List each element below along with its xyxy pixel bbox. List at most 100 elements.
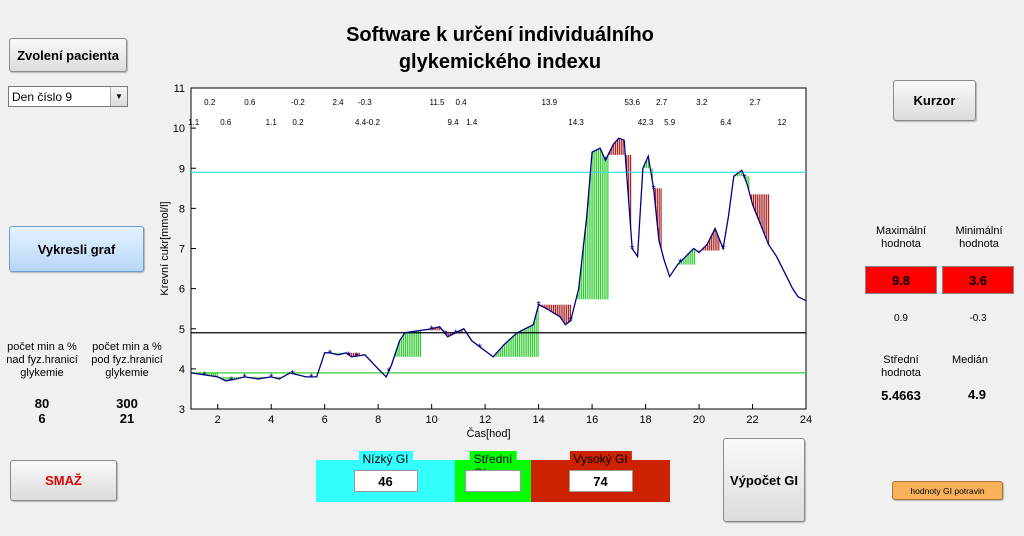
- min-label-line1: Minimální: [955, 225, 1003, 237]
- series-point-marker: *: [229, 375, 234, 387]
- series-point-marker: *: [290, 369, 295, 381]
- annotation-top-label: 53.6: [624, 98, 640, 107]
- min-label-line2: hodnota: [959, 238, 999, 250]
- chart-x-axis-label: Čas[hod]: [466, 427, 510, 440]
- annotation-bottom-label: 0.6: [220, 118, 232, 127]
- series-point-marker: *: [430, 324, 435, 336]
- y-tick-label: 4: [179, 364, 185, 376]
- series-point-marker: *: [269, 372, 274, 384]
- below-label-line1: počet min a %: [92, 341, 162, 353]
- above-label-line3: glykemie: [20, 367, 64, 379]
- y-tick-label: 3: [179, 404, 185, 416]
- app-title: Software k určení individuálního glykemi…: [300, 22, 700, 76]
- annotation-bottom-label: 4.4-0.2: [355, 118, 380, 127]
- below-minutes-value: 300: [116, 396, 138, 411]
- series-point-marker: *: [454, 328, 459, 340]
- max-sub-value: 0.9: [894, 313, 908, 324]
- mid-gi-value: [465, 470, 521, 492]
- annotation-bottom-label: 12: [777, 118, 786, 127]
- y-tick-label: 11: [174, 83, 185, 95]
- series-point-marker: *: [355, 351, 360, 363]
- series-point-marker: *: [309, 372, 314, 384]
- compute-gi-button[interactable]: Výpočet GI: [723, 438, 805, 522]
- cursor-button[interactable]: Kurzor: [893, 80, 976, 121]
- mid-gi-panel: Střední GI: [455, 451, 531, 502]
- above-label-line2: nad fyz.hranicí: [6, 354, 78, 366]
- annotation-bottom-label: 0.2: [292, 118, 304, 127]
- max-label-line1: Maximální: [875, 225, 927, 237]
- annotation-top-label: 2.7: [750, 98, 762, 107]
- low-gi-panel: Nízký GI 46: [316, 451, 455, 502]
- y-tick-label: 8: [179, 203, 185, 215]
- chart-y-axis-label: Krevní cukr[mmol/l]: [159, 201, 171, 295]
- draw-graph-button[interactable]: Vykresli graf: [9, 226, 144, 272]
- below-label-line3: glykemie: [105, 367, 149, 379]
- max-value-label: Maximální hodnota: [862, 225, 940, 251]
- x-tick-label: 22: [746, 414, 758, 426]
- series-point-marker: *: [347, 350, 352, 362]
- series-point-marker: *: [443, 328, 448, 340]
- x-tick-label: 10: [426, 414, 438, 426]
- series-point-marker: *: [328, 348, 333, 360]
- annotation-top-label: 0.4: [456, 98, 468, 107]
- x-tick-label: 24: [800, 414, 812, 426]
- annotation-top-label: 11.5: [430, 98, 446, 107]
- min-sub-value: -0.3: [969, 313, 987, 324]
- low-gi-label: Nízký GI: [358, 451, 413, 467]
- annotation-top-label: 13.9: [542, 98, 558, 107]
- high-gi-label: Vysoký GI: [569, 451, 632, 467]
- above-percent-value: 6: [38, 411, 46, 426]
- annotation-top-label: 3.2: [696, 98, 708, 107]
- above-minutes-value: 80: [34, 396, 50, 411]
- food-gi-values-button[interactable]: hodnoty GI potravin: [892, 481, 1003, 500]
- max-value-box: 9.8: [865, 266, 937, 294]
- x-tick-label: 2: [215, 414, 221, 426]
- annotation-top-label: 0.6: [244, 98, 256, 107]
- day-select-value: Den číslo 9: [12, 89, 73, 104]
- x-tick-label: 14: [532, 414, 544, 426]
- mean-value-label: Střední hodnota: [862, 354, 940, 380]
- annotation-bottom-label: 5.9: [664, 118, 676, 127]
- min-value-label: Minimální hodnota: [940, 225, 1018, 251]
- x-tick-label: 4: [268, 414, 274, 426]
- y-tick-label: 10: [173, 123, 185, 135]
- x-tick-label: 18: [639, 414, 651, 426]
- series-point-marker: *: [536, 300, 541, 312]
- min-value-box: 3.6: [942, 266, 1014, 294]
- above-label-line1: počet min a %: [7, 341, 77, 353]
- chevron-down-icon[interactable]: ▼: [110, 87, 127, 106]
- series-point-marker: *: [603, 155, 608, 167]
- x-tick-label: 20: [693, 414, 705, 426]
- series-point-marker: *: [742, 172, 747, 184]
- annotation-bottom-label: 14.3: [568, 118, 584, 127]
- y-tick-label: 6: [179, 284, 185, 296]
- annotation-top-label: -0.2: [291, 98, 305, 107]
- series-point-marker: *: [678, 257, 683, 269]
- app-title-line1: Software k určení individuálního: [346, 24, 654, 46]
- mean-value: 5.4663: [881, 388, 921, 403]
- annotation-top-label: 2.7: [656, 98, 668, 107]
- below-threshold-label: počet min a % pod fyz.hranicí glykemie: [86, 341, 168, 380]
- series-point-marker: *: [721, 244, 726, 256]
- annotation-bottom-label: 1.1: [266, 118, 278, 127]
- x-tick-label: 6: [322, 414, 328, 426]
- high-gi-value: 74: [568, 470, 633, 492]
- annotation-bottom-label: 42.3: [638, 118, 654, 127]
- mean-label-line1: Střední: [883, 354, 919, 366]
- below-label-line2: pod fyz.hranicí: [91, 354, 163, 366]
- low-gi-value: 46: [353, 470, 418, 492]
- day-select[interactable]: Den číslo 9 ▼: [8, 86, 128, 107]
- annotation-bottom-label: 6.4: [720, 118, 732, 127]
- annotation-bottom-label: 9.4: [447, 118, 459, 127]
- glucose-chart[interactable]: * * * * * ** * *** * **********2 4 6 8 10 12 14 16 18 20 22…: [150, 80, 830, 450]
- median-value: 4.9: [967, 387, 987, 402]
- annotation-top-label: 2.4: [333, 98, 345, 107]
- annotation-top-label: 0.2: [204, 98, 216, 107]
- app-title-line2: glykemického indexu: [398, 51, 602, 73]
- series-point-marker: *: [651, 183, 656, 195]
- select-patient-button[interactable]: Zvolení pacienta: [9, 38, 127, 72]
- annotation-bottom-label: 1.4: [466, 118, 478, 127]
- high-gi-panel: Vysoký GI 74: [531, 451, 670, 502]
- delete-button[interactable]: SMAŽ: [10, 460, 117, 501]
- x-tick-label: 16: [586, 414, 598, 426]
